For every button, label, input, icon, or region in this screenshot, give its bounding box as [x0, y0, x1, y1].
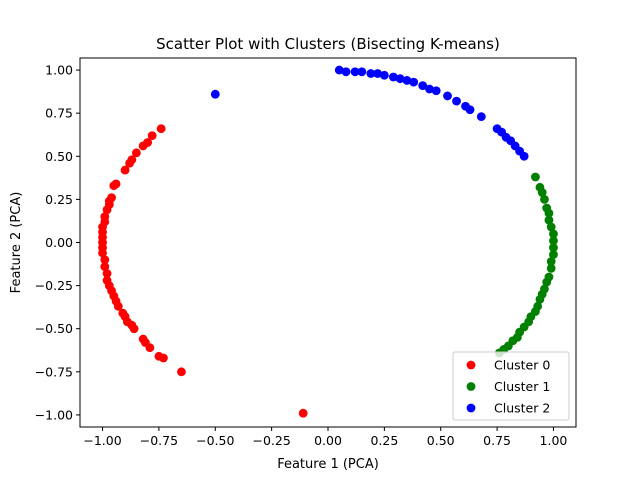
data-point: [544, 215, 554, 225]
y-axis-ticks: −1.00 −0.75 −0.50 −0.25 0.00 0.25 0.50 0.75 1.00: [35, 63, 80, 422]
y-tick-label: −0.50: [35, 321, 73, 336]
data-point: [109, 181, 119, 190]
data-point: [388, 72, 398, 82]
data-point: [465, 105, 475, 115]
data-point: [102, 269, 112, 278]
data-point: [549, 250, 558, 259]
data-point: [373, 69, 382, 78]
data-point: [540, 194, 549, 204]
y-tick-label: −1.00: [35, 407, 73, 422]
chart-title: Scatter Plot with Clusters (Bisecting K-…: [156, 35, 500, 53]
data-point: [129, 324, 139, 334]
data-point: [425, 84, 434, 94]
series-0: [98, 124, 308, 418]
legend: Cluster 0 Cluster 1 Cluster 2: [452, 351, 570, 421]
legend-box: [452, 351, 570, 421]
series-2: [210, 65, 529, 161]
data-point: [409, 77, 419, 87]
data-point: [544, 208, 554, 218]
x-tick-label: −0.75: [140, 433, 178, 448]
data-point: [131, 148, 141, 158]
data-point: [147, 131, 157, 140]
legend-marker: [466, 403, 476, 413]
x-axis-ticks: −1.00 −0.75 −0.50 −0.25 0.00 0.25 0.50 0.75 1.00: [83, 427, 567, 448]
data-point: [519, 151, 529, 161]
data-point: [418, 81, 428, 90]
data-point: [350, 67, 360, 77]
data-point: [546, 222, 556, 232]
data-point: [156, 124, 166, 134]
data-point: [542, 277, 552, 287]
series-1: [494, 172, 558, 358]
legend-marker: [466, 360, 476, 370]
legend-label: Cluster 0: [494, 358, 550, 373]
data-point: [98, 248, 107, 258]
y-tick-label: 0.75: [45, 106, 73, 121]
x-axis-label: Feature 1 (PCA): [277, 457, 379, 472]
data-point: [159, 353, 168, 363]
data-point: [100, 255, 110, 265]
data-point: [357, 67, 367, 77]
data-point: [549, 243, 558, 253]
data-point: [145, 343, 155, 353]
data-point: [113, 301, 123, 311]
x-tick-label: 1.00: [540, 433, 568, 448]
y-axis-label: Feature 2 (PCA): [9, 192, 24, 294]
data-point: [549, 236, 558, 246]
y-tick-label: −0.25: [35, 278, 73, 293]
data-point: [138, 141, 148, 151]
data-point: [379, 70, 389, 80]
legend-label: Cluster 2: [494, 401, 550, 416]
data-point: [546, 263, 556, 273]
data-point: [549, 229, 558, 239]
legend-label: Cluster 1: [494, 379, 550, 394]
data-point: [443, 91, 452, 101]
data-point: [546, 257, 556, 266]
data-point: [341, 67, 351, 77]
x-tick-label: 0.00: [314, 433, 342, 448]
x-tick-label: −0.25: [252, 433, 290, 448]
data-point: [334, 65, 344, 75]
y-tick-label: 0.50: [45, 149, 73, 164]
data-point: [100, 262, 110, 272]
data-point: [177, 367, 186, 377]
data-point: [366, 69, 376, 78]
data-point: [531, 172, 540, 182]
legend-marker: [466, 382, 476, 391]
data-point: [210, 89, 220, 99]
data-point: [535, 295, 545, 304]
data-point: [431, 86, 441, 96]
data-point: [102, 205, 112, 215]
x-tick-label: 0.75: [483, 433, 511, 448]
x-tick-label: −1.00: [83, 433, 121, 448]
data-point: [298, 408, 308, 418]
x-tick-label: −0.50: [196, 433, 234, 448]
data-point: [476, 112, 486, 122]
data-point: [402, 76, 412, 85]
x-tick-label: 0.25: [370, 433, 398, 448]
x-tick-label: 0.50: [427, 433, 455, 448]
data-point: [395, 74, 405, 84]
data-point: [537, 188, 547, 197]
data-point: [120, 165, 130, 175]
y-tick-label: −0.75: [35, 364, 73, 379]
data-point: [452, 96, 461, 106]
data-point: [125, 158, 134, 168]
y-tick-label: 0.00: [45, 235, 73, 250]
y-tick-label: 1.00: [45, 63, 73, 78]
y-tick-label: 0.25: [45, 192, 73, 207]
